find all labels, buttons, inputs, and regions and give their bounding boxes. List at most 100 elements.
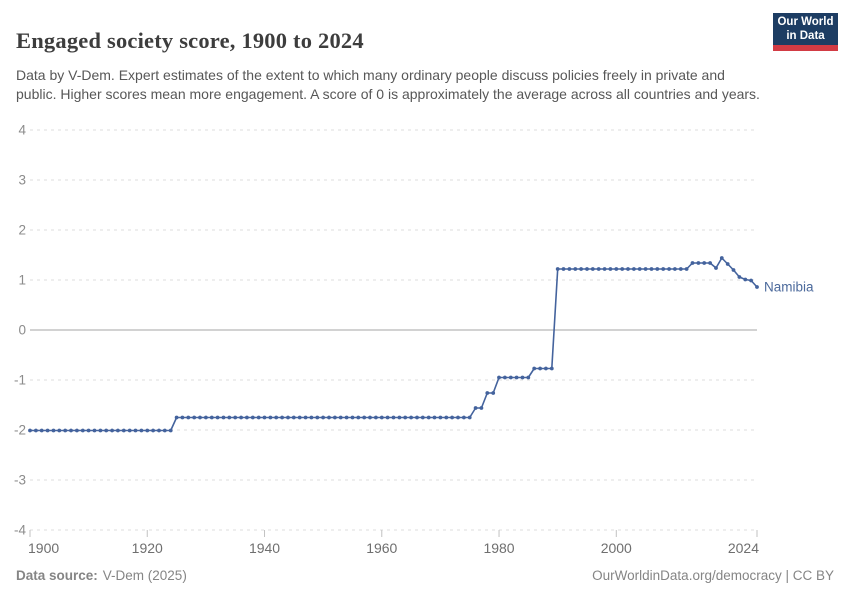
data-point[interactable]	[561, 267, 566, 271]
data-point[interactable]	[350, 415, 355, 420]
data-point[interactable]	[110, 428, 114, 433]
data-point[interactable]	[198, 415, 202, 420]
data-point[interactable]	[145, 428, 150, 433]
data-line-namibia[interactable]	[30, 257, 758, 432]
data-point[interactable]	[456, 415, 460, 420]
data-point[interactable]	[333, 415, 337, 420]
data-point[interactable]	[227, 415, 232, 420]
data-point[interactable]	[667, 267, 671, 271]
data-point[interactable]	[737, 275, 742, 279]
data-point[interactable]	[696, 261, 701, 265]
data-point[interactable]	[426, 415, 431, 420]
data-point[interactable]	[133, 428, 138, 433]
data-point[interactable]	[538, 366, 542, 371]
data-point[interactable]	[321, 415, 325, 420]
data-point[interactable]	[385, 415, 390, 420]
data-point[interactable]	[420, 415, 425, 420]
data-point[interactable]	[157, 428, 161, 433]
data-point[interactable]	[626, 267, 630, 271]
data-point[interactable]	[462, 415, 466, 420]
data-point[interactable]	[233, 415, 238, 420]
data-point[interactable]	[291, 415, 296, 420]
data-point[interactable]	[262, 415, 267, 420]
data-point[interactable]	[250, 415, 255, 420]
data-point[interactable]	[245, 415, 249, 420]
data-point[interactable]	[514, 375, 519, 380]
data-point[interactable]	[684, 267, 689, 271]
data-point[interactable]	[186, 415, 191, 420]
data-point[interactable]	[28, 428, 32, 433]
data-point[interactable]	[678, 267, 683, 271]
data-point[interactable]	[239, 415, 244, 420]
data-point[interactable]	[479, 406, 484, 410]
data-point[interactable]	[57, 428, 62, 433]
data-point[interactable]	[303, 415, 308, 420]
data-point[interactable]	[45, 428, 50, 433]
data-point[interactable]	[491, 391, 496, 395]
data-point[interactable]	[98, 428, 103, 433]
data-point[interactable]	[579, 267, 583, 271]
data-point[interactable]	[520, 375, 525, 380]
data-point[interactable]	[309, 415, 314, 420]
data-point[interactable]	[573, 267, 578, 271]
data-point[interactable]	[80, 428, 85, 433]
data-point[interactable]	[731, 268, 736, 272]
data-point[interactable]	[503, 375, 507, 380]
data-point[interactable]	[379, 415, 384, 420]
data-point[interactable]	[362, 415, 367, 420]
data-point[interactable]	[368, 415, 372, 420]
data-point[interactable]	[749, 278, 753, 283]
data-point[interactable]	[438, 415, 443, 420]
data-point[interactable]	[602, 267, 607, 271]
data-point[interactable]	[86, 428, 91, 433]
data-point[interactable]	[508, 375, 513, 380]
data-point[interactable]	[497, 375, 501, 380]
data-point[interactable]	[151, 428, 156, 433]
data-point[interactable]	[632, 267, 636, 271]
data-point[interactable]	[432, 415, 437, 420]
data-point[interactable]	[75, 428, 79, 433]
data-point[interactable]	[596, 267, 601, 271]
data-point[interactable]	[69, 428, 73, 433]
data-point[interactable]	[620, 267, 625, 271]
data-point[interactable]	[661, 267, 666, 271]
data-point[interactable]	[168, 428, 173, 433]
data-point[interactable]	[127, 428, 132, 433]
data-point[interactable]	[590, 267, 595, 271]
data-point[interactable]	[450, 415, 454, 420]
series-label[interactable]: Namibia	[764, 280, 814, 295]
data-point[interactable]	[690, 261, 695, 265]
data-point[interactable]	[104, 428, 109, 433]
data-point[interactable]	[643, 267, 648, 271]
data-point[interactable]	[526, 375, 531, 380]
data-point[interactable]	[485, 391, 490, 395]
data-point[interactable]	[374, 415, 378, 420]
data-point[interactable]	[34, 428, 38, 433]
data-point[interactable]	[51, 428, 56, 433]
data-point[interactable]	[719, 256, 724, 260]
data-point[interactable]	[403, 415, 408, 420]
data-point[interactable]	[204, 415, 208, 420]
data-point[interactable]	[555, 267, 560, 271]
data-point[interactable]	[702, 261, 707, 265]
data-point[interactable]	[637, 267, 642, 271]
data-point[interactable]	[338, 415, 343, 420]
data-point[interactable]	[714, 266, 718, 270]
data-point[interactable]	[708, 261, 712, 265]
data-point[interactable]	[655, 267, 660, 271]
data-point[interactable]	[755, 285, 759, 289]
data-point[interactable]	[397, 415, 402, 420]
data-point[interactable]	[92, 428, 97, 433]
credit-link[interactable]: OurWorldinData.org/democracy | CC BY	[592, 568, 834, 583]
data-point[interactable]	[215, 415, 220, 420]
data-point[interactable]	[256, 415, 261, 420]
data-point[interactable]	[391, 415, 396, 420]
data-point[interactable]	[415, 415, 419, 420]
data-point[interactable]	[409, 415, 413, 420]
owid-logo[interactable]: Our World in Data	[773, 13, 838, 51]
data-point[interactable]	[268, 415, 273, 420]
data-point[interactable]	[743, 277, 748, 282]
data-point[interactable]	[725, 262, 730, 266]
data-point[interactable]	[585, 267, 589, 271]
